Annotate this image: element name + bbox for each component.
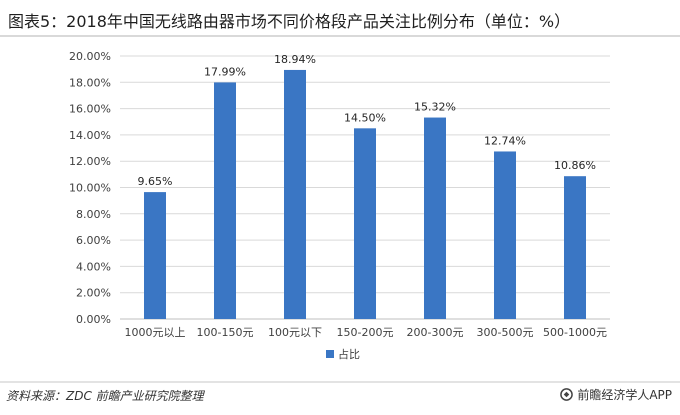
bar: [494, 151, 516, 319]
y-tick-label: 18.00%: [69, 76, 111, 89]
legend-swatch: [326, 350, 334, 358]
y-tick-label: 10.00%: [69, 182, 111, 195]
footer-divider: [0, 381, 680, 383]
data-label: 17.99%: [204, 65, 246, 78]
y-tick-label: 20.00%: [69, 50, 111, 63]
y-tick-label: 8.00%: [76, 208, 111, 221]
bar: [144, 192, 166, 319]
x-tick-label: 150-200元: [337, 326, 394, 339]
y-tick-label: 4.00%: [76, 260, 111, 273]
y-tick-label: 16.00%: [69, 103, 111, 116]
y-tick-label: 14.00%: [69, 129, 111, 142]
y-tick-label: 6.00%: [76, 234, 111, 247]
brand-text: 前瞻经济学人APP: [577, 388, 672, 402]
data-label: 15.32%: [414, 101, 456, 114]
bar: [354, 128, 376, 319]
legend-label: 占比: [338, 347, 360, 361]
source-note: 资料来源：ZDC 前瞻产业研究院整理: [6, 389, 204, 403]
y-tick-label: 12.00%: [69, 155, 111, 168]
bar: [564, 176, 586, 319]
x-tick-label: 500-1000元: [543, 326, 607, 339]
chart-title: 图表5：2018年中国无线路由器市场不同价格段产品关注比例分布（单位：%）: [8, 12, 571, 31]
data-label: 10.86%: [554, 159, 596, 172]
data-label: 18.94%: [274, 53, 316, 66]
bar: [424, 117, 446, 320]
y-tick-label: 2.00%: [76, 287, 111, 300]
x-tick-label: 100元以下: [268, 326, 322, 339]
data-label: 12.74%: [484, 134, 526, 147]
title-divider: [0, 35, 680, 37]
bar: [214, 82, 236, 319]
qianzhan-logo-icon: [560, 388, 574, 401]
x-tick-label: 100-150元: [197, 326, 254, 339]
data-label: 9.65%: [138, 175, 173, 188]
x-tick-label: 1000元以上: [125, 326, 186, 339]
bar-chart: 0.00% 2.00% 4.00% 6.00% 8.00% 10.00% 12.00% 14.…: [69, 50, 610, 361]
x-tick-label: 200-300元: [407, 326, 464, 339]
bar: [284, 69, 306, 319]
y-tick-label: 0.00%: [76, 313, 111, 326]
data-label: 14.50%: [344, 111, 386, 124]
brand-label: 前瞻经济学人APP: [560, 386, 672, 403]
x-tick-label: 300-500元: [477, 326, 534, 339]
